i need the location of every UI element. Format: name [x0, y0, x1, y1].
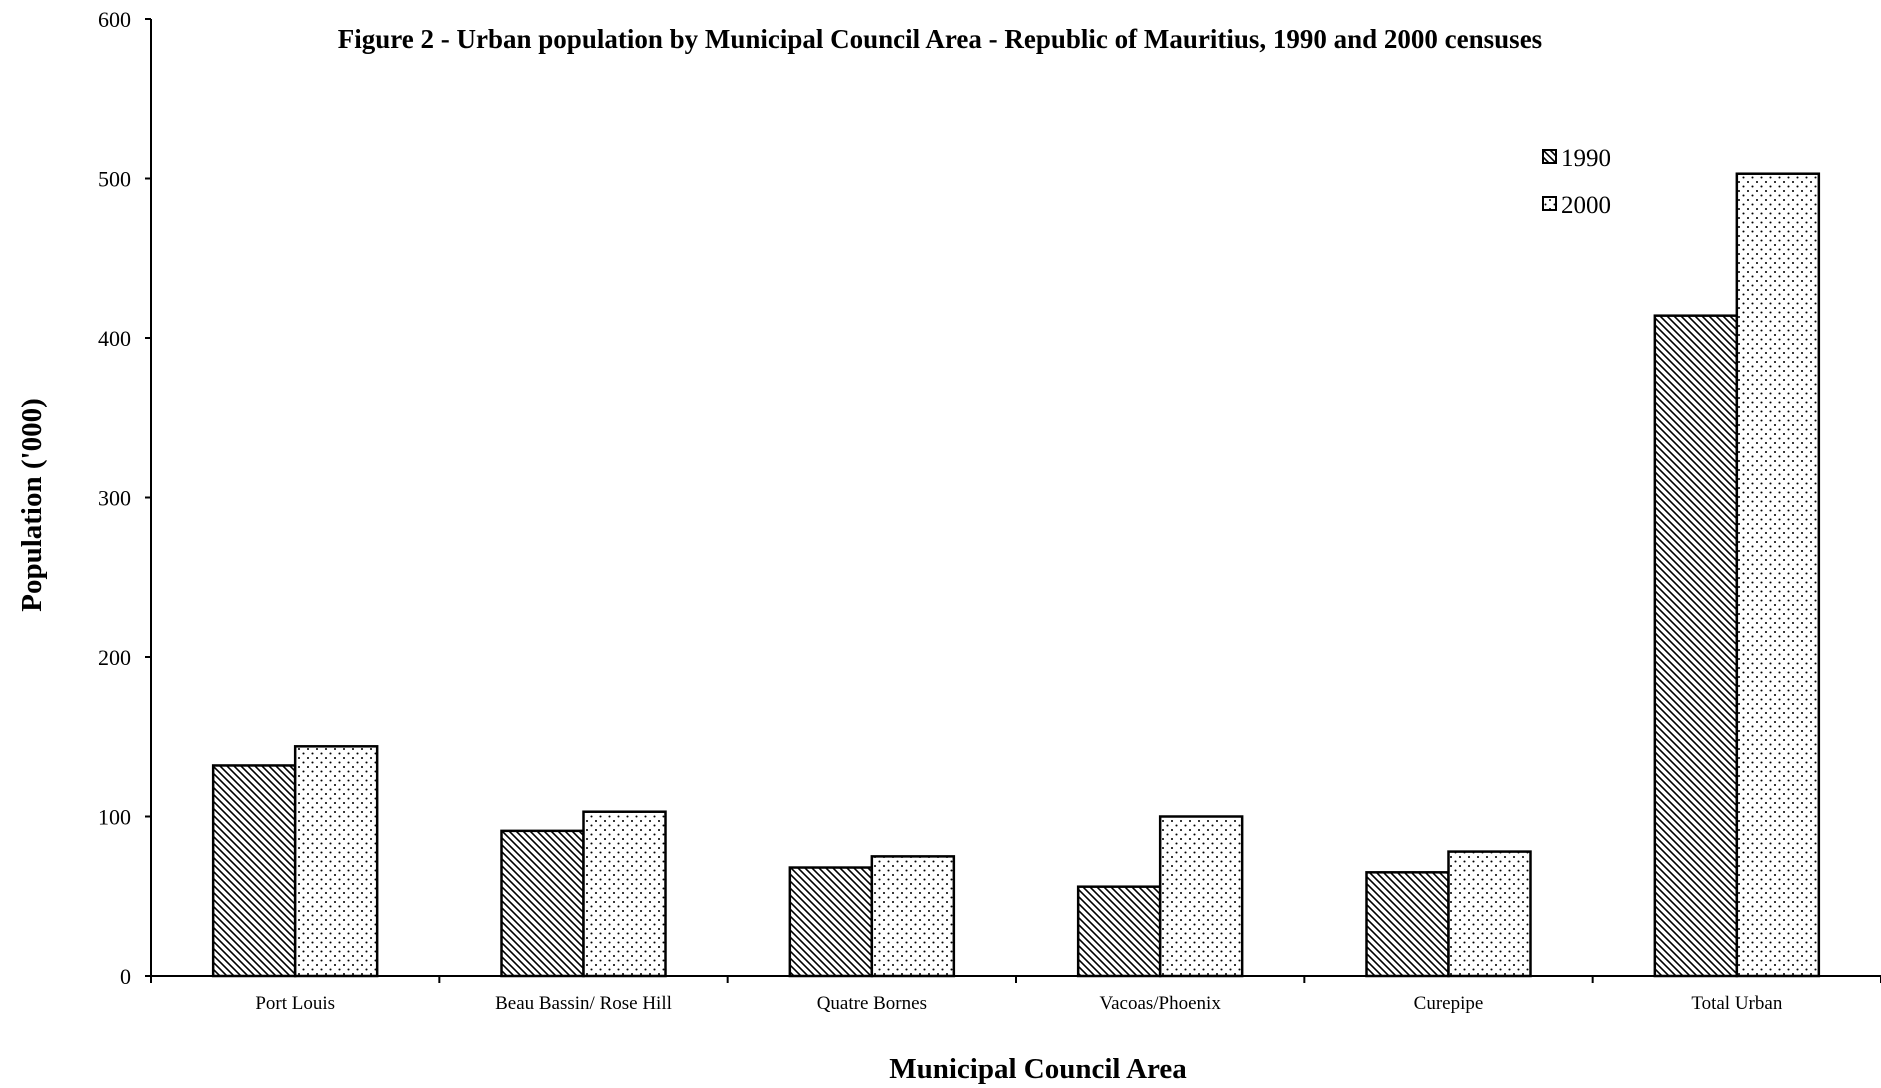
- y-axis-title: Population ('000): [16, 398, 48, 612]
- y-tick-label: 600: [98, 7, 131, 32]
- bar-2000-2: [582, 810, 667, 978]
- legend-swatch-2000: [1542, 196, 1557, 211]
- bar-2000-5: [1447, 850, 1532, 978]
- y-tick-label: 400: [98, 326, 131, 351]
- bar-1990-4: [1076, 885, 1162, 978]
- chart-title: Figure 2 - Urban population by Municipal…: [338, 24, 1542, 54]
- bar-1990-6: [1653, 314, 1739, 978]
- legend-label: 2000: [1561, 192, 1611, 219]
- x-tick-label: Quatre Bornes: [817, 993, 927, 1014]
- bar-1990-3: [788, 866, 874, 978]
- x-tick-label: Total Urban: [1691, 993, 1783, 1014]
- bars-group: [211, 172, 1821, 978]
- legend-label: 1990: [1561, 145, 1611, 172]
- y-tick-label: 500: [98, 167, 131, 192]
- bar-1990-2: [500, 829, 585, 978]
- y-tick-label: 200: [98, 645, 131, 670]
- x-axis-ticks: Port Louis Beau Bassin/ Rose Hill Quatre B…: [150, 976, 1881, 1014]
- y-tick-label: 300: [98, 486, 131, 511]
- bar-2000-1: [293, 745, 379, 978]
- bar-2000-6: [1735, 172, 1821, 978]
- x-tick-label: Vacoas/Phoenix: [1099, 993, 1221, 1014]
- bar-2000-3: [870, 855, 956, 978]
- bar-1990-5: [1365, 871, 1450, 978]
- x-tick-label: Curepipe: [1414, 993, 1484, 1014]
- x-axis-title: Municipal Council Area: [889, 1053, 1187, 1085]
- bar-1990-1: [211, 764, 297, 978]
- y-axis-ticks: 0 100 200 300 400 500 600: [98, 7, 151, 989]
- y-tick-label: 100: [98, 805, 131, 830]
- legend: 1990 2000: [1542, 145, 1611, 219]
- x-tick-label: Port Louis: [255, 993, 335, 1014]
- x-tick-label: Beau Bassin/ Rose Hill: [495, 993, 672, 1014]
- y-tick-label: 0: [120, 964, 131, 989]
- bar-2000-4: [1158, 815, 1244, 978]
- axes: [150, 19, 1881, 977]
- legend-swatch-1990: [1542, 149, 1557, 164]
